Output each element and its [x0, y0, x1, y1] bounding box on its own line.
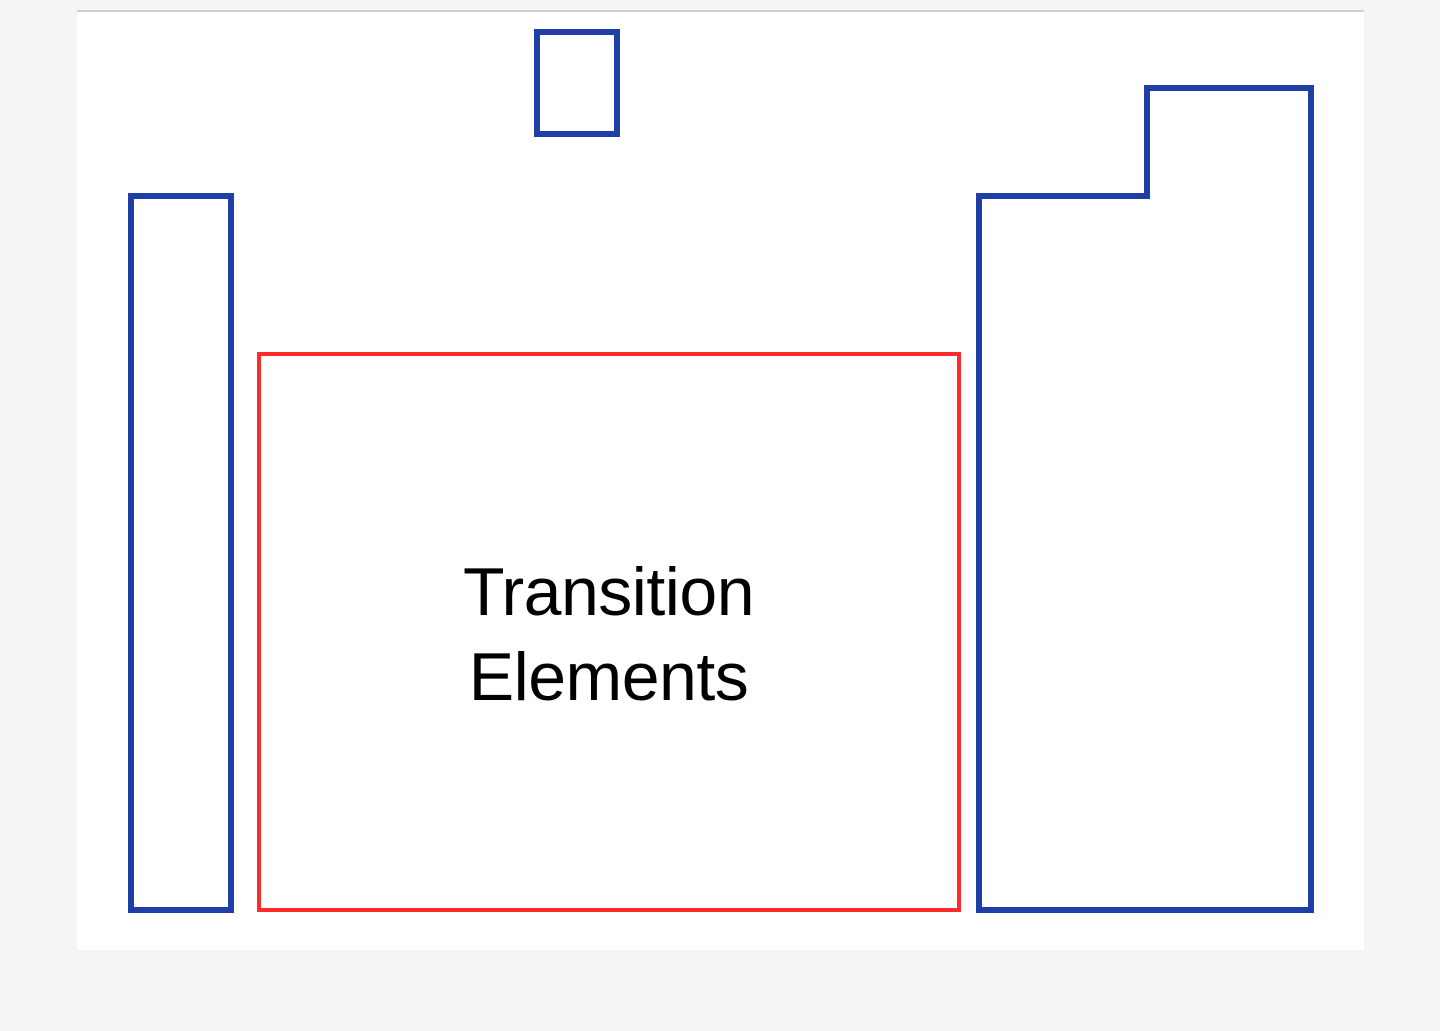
- transition-elements-label: Transition Elements: [359, 550, 859, 720]
- periodic-table-outline: [77, 10, 1364, 950]
- label-line-1: Transition: [359, 550, 859, 635]
- label-line-2: Elements: [359, 635, 859, 720]
- main-groups-outline: [131, 32, 1311, 910]
- diagram-canvas: Transition Elements: [77, 10, 1364, 950]
